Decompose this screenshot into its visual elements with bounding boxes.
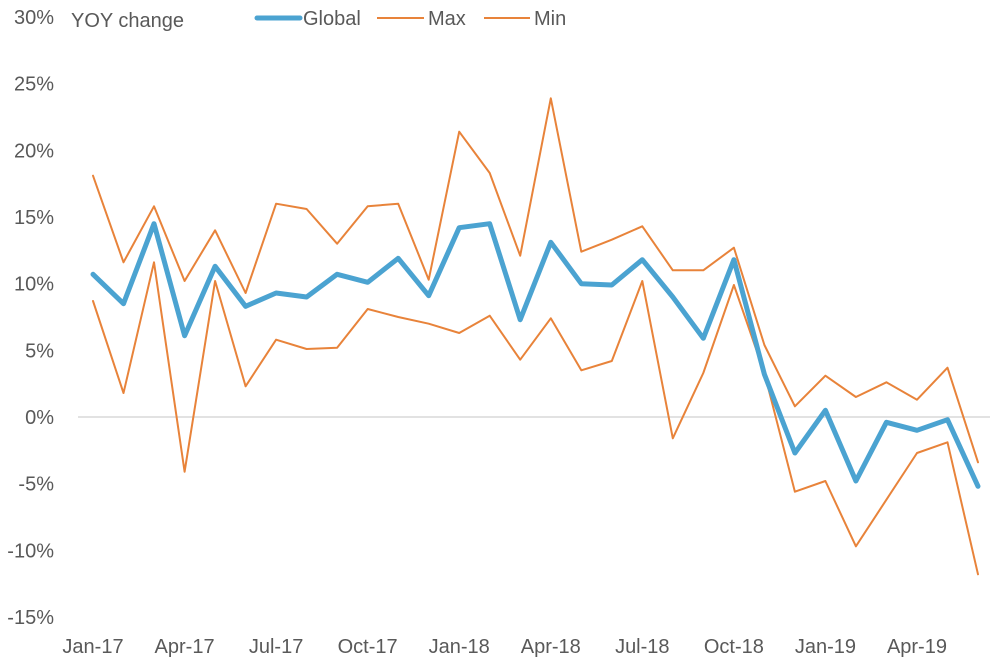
y-axis-tick-labels: -15% -10% -5% 0% 5% 10% 15% 20% 25% 30%: [7, 7, 54, 629]
series-line-max: [92, 97, 979, 464]
y-tick-label: 5%: [25, 340, 54, 362]
x-tick-label: Oct-17: [338, 636, 398, 658]
y-tick-label: 20%: [14, 140, 54, 162]
y-axis-label: YOY change: [71, 10, 184, 32]
legend-label-max: Max: [428, 8, 466, 30]
x-tick-label: Jul-17: [249, 636, 303, 658]
y-tick-label: -5%: [18, 474, 54, 496]
y-tick-label: 10%: [14, 274, 54, 296]
x-tick-label: Jan-17: [62, 636, 123, 658]
series-lines: [90, 97, 981, 576]
x-tick-label: Jan-19: [795, 636, 856, 658]
x-tick-label: Jan-18: [429, 636, 490, 658]
y-tick-label: 25%: [14, 74, 54, 96]
legend: Global Max Min: [254, 8, 566, 30]
y-tick-label: -10%: [7, 540, 54, 562]
y-tick-label: 15%: [14, 207, 54, 229]
x-tick-label: Oct-18: [704, 636, 764, 658]
y-tick-label: 30%: [14, 7, 54, 29]
series-line-min: [92, 261, 979, 576]
series-line-global: [90, 221, 981, 489]
y-tick-label: 0%: [25, 407, 54, 429]
x-tick-label: Apr-17: [155, 636, 215, 658]
legend-label-global: Global: [303, 8, 361, 30]
x-axis-tick-labels: Jan-17 Apr-17 Jul-17 Oct-17 Jan-18 Apr-18 Jul-…: [62, 636, 947, 658]
legend-label-min: Min: [534, 8, 566, 30]
x-tick-label: Jul-18: [615, 636, 669, 658]
x-tick-label: Apr-18: [521, 636, 581, 658]
y-tick-label: -15%: [7, 607, 54, 629]
x-tick-label: Apr-19: [887, 636, 947, 658]
